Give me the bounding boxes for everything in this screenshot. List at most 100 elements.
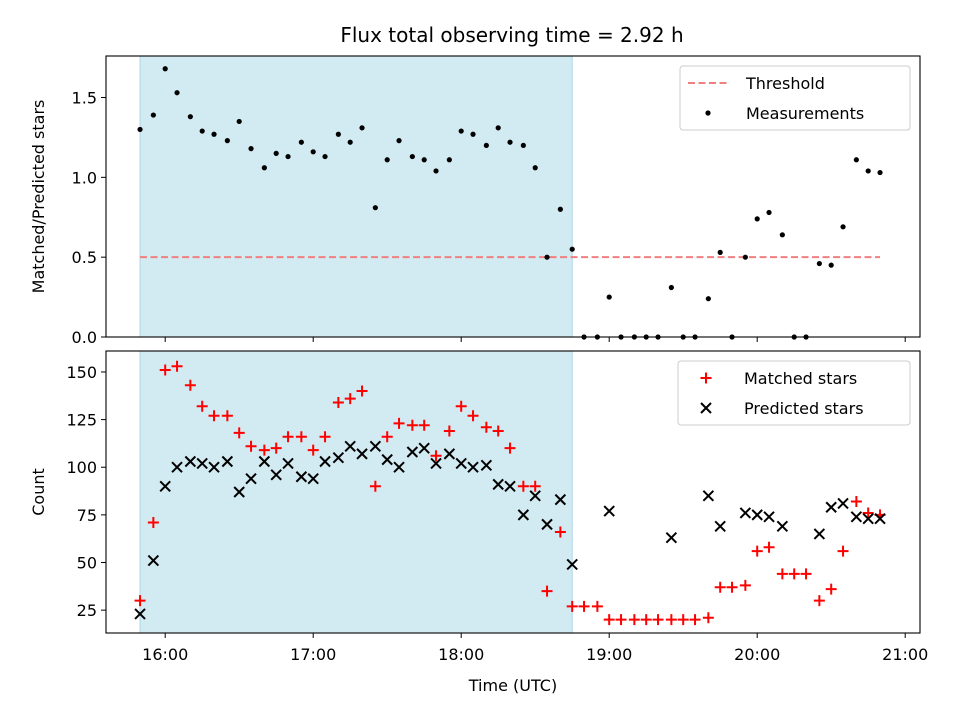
predicted-star-marker	[184, 455, 197, 468]
y-axis-label: Count	[29, 468, 48, 516]
observing-window-shade	[139, 350, 573, 634]
predicted-star-marker	[208, 461, 220, 473]
measurement-point	[754, 216, 760, 222]
matched-star-marker	[221, 410, 233, 422]
matched-star-marker	[554, 526, 566, 538]
matched-star-marker	[492, 425, 504, 437]
predicted-star-marker	[245, 472, 257, 485]
matched-star-marker	[171, 360, 183, 372]
measurement-point	[779, 232, 785, 238]
predicted-star-marker	[233, 486, 245, 498]
predicted-star-marker	[850, 511, 863, 523]
matched-star-marker	[381, 431, 393, 443]
y-tick-label: 1.0	[72, 168, 97, 187]
measurement-point	[532, 165, 538, 171]
matched-star-marker	[270, 442, 282, 454]
measurement-point	[421, 157, 427, 163]
matched-star-marker	[615, 614, 627, 626]
matched-star-marker	[862, 507, 874, 519]
predicted-star-marker	[467, 461, 479, 473]
matched-star-marker	[714, 581, 726, 593]
matched-star-marker	[578, 600, 590, 612]
x-tick-label: 17:00	[290, 645, 336, 664]
predicted-star-marker	[825, 501, 837, 513]
y-tick-label: 50	[77, 554, 97, 573]
predicted-star-marker	[381, 453, 393, 466]
predicted-star-marker	[813, 528, 826, 540]
measurement-point	[470, 131, 476, 137]
axes-frame	[105, 55, 921, 338]
matched-star-marker	[467, 410, 479, 422]
figure-title: Flux total observing time = 2.92 h	[340, 23, 683, 47]
matched-star-marker	[825, 583, 837, 595]
matched-star-marker	[369, 480, 381, 492]
measurement-point	[865, 168, 871, 174]
x-tick-label: 16:00	[142, 645, 188, 664]
predicted-star-marker	[270, 469, 282, 481]
matched-star-marker	[788, 568, 800, 580]
measurement-point	[137, 126, 143, 133]
legend-measurement-swatch	[705, 110, 711, 116]
predicted-star-marker	[874, 512, 886, 525]
measurement-point	[335, 131, 341, 137]
matched-star-marker	[517, 480, 529, 492]
predicted-star-marker	[332, 451, 345, 464]
x-tick-label: 20:00	[734, 645, 780, 664]
measurement-point	[433, 168, 439, 174]
measurement-point	[396, 138, 402, 144]
measurement-point	[495, 125, 501, 131]
measurement-point	[347, 139, 353, 145]
measurement-point	[211, 131, 217, 137]
predicted-star-marker	[443, 448, 456, 460]
measurement-point	[853, 157, 859, 163]
predicted-star-marker	[196, 457, 208, 470]
predicted-star-marker	[356, 448, 368, 460]
measurement-point	[261, 165, 267, 171]
matched-star-marker	[307, 444, 319, 456]
predicted-star-marker	[418, 442, 430, 454]
matched-star-marker	[689, 614, 701, 626]
measurement-point	[717, 249, 723, 255]
measurement-point	[224, 138, 230, 144]
measurement-point	[372, 205, 378, 211]
predicted-star-marker	[504, 480, 516, 492]
matched-star-marker	[603, 614, 615, 626]
y-tick-label: 100	[66, 458, 97, 477]
matched-star-marker	[196, 400, 208, 412]
matched-star-marker	[837, 545, 849, 557]
measurement-point	[162, 66, 168, 72]
matched-star-marker	[319, 431, 331, 443]
y-tick-label: 150	[66, 363, 97, 382]
legend-matched-swatch	[700, 372, 712, 384]
x-tick-label: 21:00	[882, 645, 928, 664]
matched-star-marker	[282, 431, 294, 443]
y-tick-label: 75	[77, 506, 97, 525]
predicted-star-marker	[171, 461, 183, 473]
measurement-point	[606, 294, 612, 300]
measurement-point	[840, 224, 846, 230]
matched-star-marker	[344, 393, 356, 405]
predicted-star-marker	[751, 509, 763, 521]
matched-star-marker	[850, 496, 862, 508]
matched-star-marker	[134, 595, 146, 607]
predicted-star-marker	[455, 457, 467, 470]
matched-star-marker	[245, 440, 257, 452]
predicted-star-marker	[159, 480, 171, 492]
measurement-point	[174, 90, 180, 96]
predicted-star-marker	[702, 490, 715, 502]
matched-star-marker	[529, 480, 541, 492]
matched-star-marker	[751, 545, 763, 557]
x-axis-label: Time (UTC)	[468, 676, 557, 695]
predicted-star-marker	[603, 505, 615, 517]
legend-label: Threshold	[745, 74, 825, 93]
legend-predicted-swatch	[700, 402, 712, 414]
measurement-point	[544, 254, 550, 260]
predicted-star-marker	[714, 520, 726, 533]
matched-star-marker	[652, 614, 664, 626]
x-tick-label: 19:00	[586, 645, 632, 664]
predicted-star-marker	[665, 532, 678, 544]
matched-star-marker	[295, 431, 307, 443]
predicted-star-marker	[837, 497, 849, 510]
matched-star-marker	[800, 568, 812, 580]
measurement-point	[187, 114, 193, 120]
